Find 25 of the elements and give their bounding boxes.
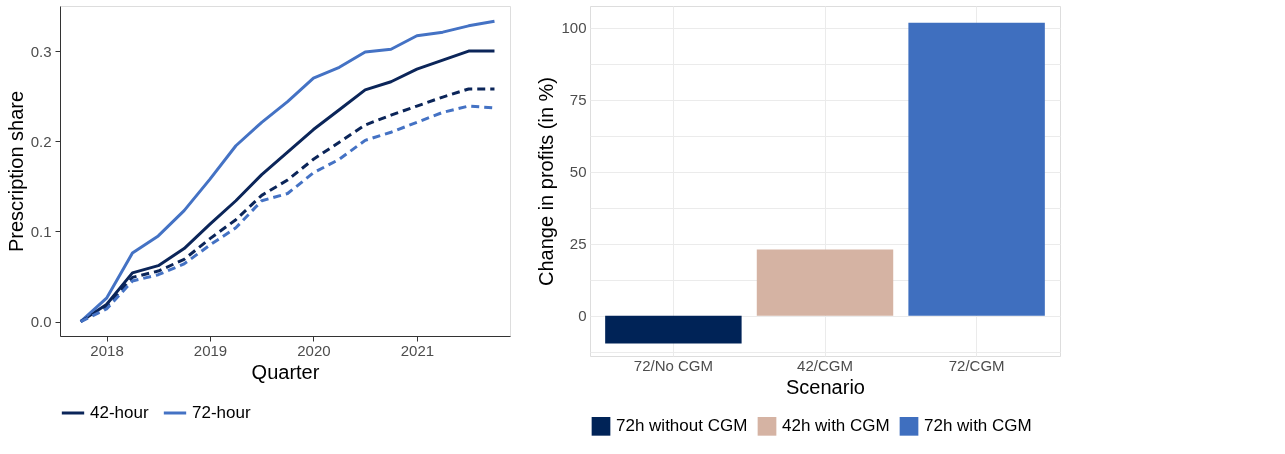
- y-tick-label: 0.1: [30, 222, 52, 240]
- y-axis-title: Change in profits (in %): [535, 77, 558, 286]
- y-tick-label: 25: [569, 235, 587, 253]
- x-tick-label: 72/No CGM: [633, 356, 713, 374]
- x-tick-label: 2020: [297, 341, 331, 359]
- y-tick-label: 0.0: [30, 313, 52, 331]
- legend-label: 72h with CGM: [924, 416, 1032, 436]
- x-axis-title: Quarter: [251, 360, 320, 383]
- legend-label: 42-hour: [90, 403, 149, 422]
- y-tick-label: 75: [569, 91, 587, 109]
- legend-label: 72-hour: [192, 403, 251, 422]
- legend-label: 42h with CGM: [782, 416, 890, 436]
- y-tick-label: 50: [569, 163, 587, 181]
- legend-label: 72h without CGM: [616, 416, 748, 436]
- x-tick-label: 2021: [400, 341, 435, 359]
- y-tick-label: 0: [578, 307, 587, 325]
- x-tick-label: 72/CGM: [948, 356, 1005, 374]
- x-tick-label: 2018: [90, 341, 124, 359]
- y-tick-label: 0.2: [30, 132, 52, 150]
- y-tick-label: 100: [561, 19, 587, 37]
- y-axis-title: Prescription share: [4, 90, 27, 253]
- x-tick-label: 2019: [193, 341, 228, 359]
- x-axis-title: Scenario: [786, 375, 865, 398]
- x-tick-label: 42/CGM: [797, 356, 853, 374]
- y-tick-label: 0.3: [30, 42, 52, 60]
